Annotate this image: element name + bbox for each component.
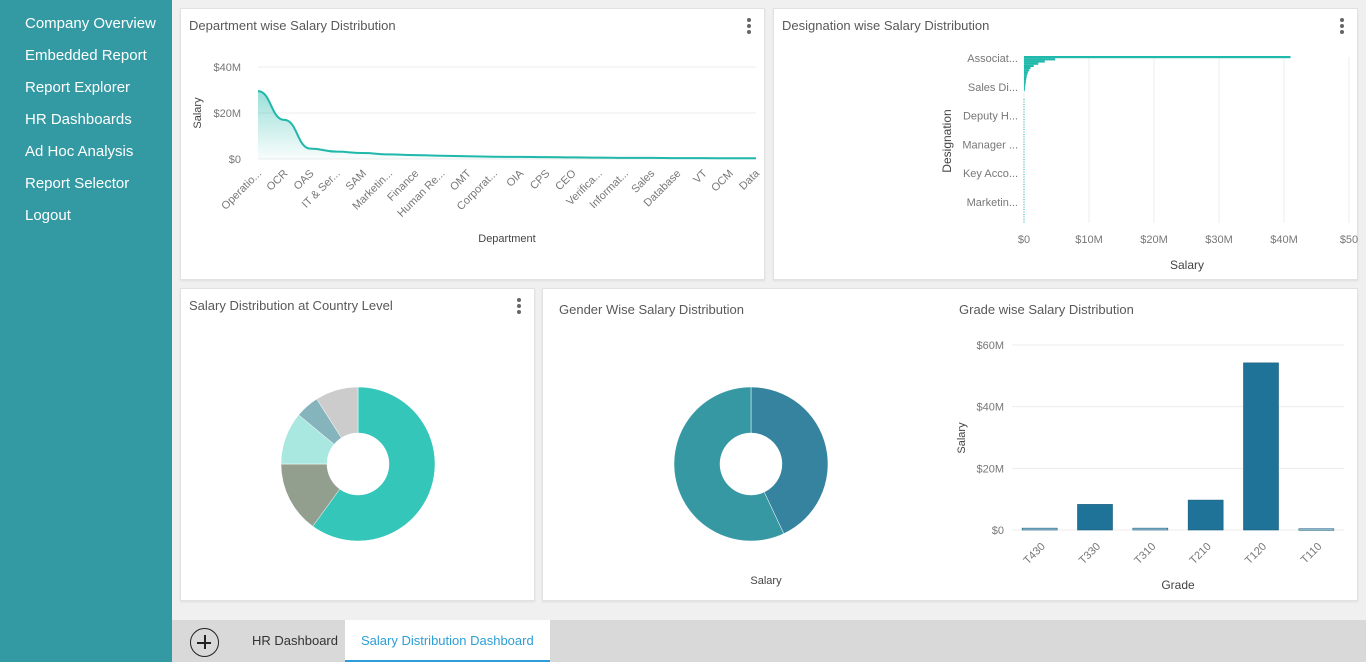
tab-hr-dashboard[interactable]: HR Dashboard <box>252 633 338 648</box>
bar <box>1024 62 1039 65</box>
bar <box>1024 75 1027 78</box>
y-tick-label: Key Acco... <box>963 168 1018 180</box>
sidebar-item-logout[interactable]: Logout <box>25 207 71 224</box>
y-tick-label: $40M <box>213 62 241 74</box>
sidebar-item-hr-dashboards[interactable]: HR Dashboards <box>25 111 132 128</box>
widget-designation-salary: Designation wise Salary Distribution $0 $… <box>773 8 1358 280</box>
bar <box>1024 80 1026 83</box>
x-axis-label: Grade <box>1161 578 1195 592</box>
x-tick-label: OIA <box>504 167 526 189</box>
x-axis-label: Salary <box>750 575 782 587</box>
bar <box>1132 527 1169 531</box>
pie-slice <box>312 386 436 542</box>
x-tick-label: VT <box>691 167 710 186</box>
x-tick-label: $50 <box>1340 234 1358 246</box>
sidebar-nav: Company Overview Embedded Report Report … <box>0 0 172 662</box>
y-axis-label: Salary <box>956 422 968 454</box>
pie-slice <box>673 386 785 542</box>
bar <box>1024 67 1031 70</box>
bar <box>1024 64 1034 67</box>
x-tick-label: OCR <box>265 168 291 194</box>
x-tick-label: OCM <box>709 168 736 195</box>
bar <box>1024 89 1025 92</box>
x-tick-label: Operatio... <box>219 168 264 213</box>
chart-designation-salary: $0 $10M $20M $30M $40M $50 Associat... Sales Di… <box>940 53 1358 272</box>
pie-slice <box>750 386 829 535</box>
x-tick-label: T110 <box>1299 541 1325 567</box>
more-options-icon[interactable] <box>512 297 526 315</box>
widget-title-grade: Grade wise Salary Distribution <box>959 302 1134 317</box>
x-tick-label: Data <box>737 167 763 193</box>
widget-title: Designation wise Salary Distribution <box>782 18 990 33</box>
y-tick-label: $40M <box>976 402 1004 414</box>
x-tick-label: $10M <box>1075 234 1103 246</box>
bar <box>1024 58 1056 61</box>
bar <box>1024 71 1028 74</box>
chart-country-salary <box>280 386 436 542</box>
chart-grade-salary: $0 $20M $40M $60M T430 T330 T310 T210 T120 T110 Gr… <box>956 340 1344 592</box>
bar <box>1024 78 1027 81</box>
widget-title: Department wise Salary Distribution <box>189 18 396 33</box>
series-line <box>257 90 756 160</box>
chart-gender-salary: Salary <box>673 386 829 587</box>
sidebar-item-report-explorer[interactable]: Report Explorer <box>25 79 131 96</box>
y-tick-label: $20M <box>213 108 241 120</box>
dashboard-canvas: Department wise Salary Distribution $0 $2… <box>172 0 1366 620</box>
bar <box>1298 528 1335 531</box>
y-tick-label: Associat... <box>967 53 1018 65</box>
y-tick-label: Deputy H... <box>963 111 1018 123</box>
bar <box>1077 504 1113 531</box>
bar <box>1243 362 1279 531</box>
widget-department-salary: Department wise Salary Distribution $0 $2… <box>180 8 765 280</box>
y-tick-label: $20M <box>976 463 1004 475</box>
widget-title-gender: Gender Wise Salary Distribution <box>559 302 744 317</box>
x-tick-label: $0 <box>1018 234 1030 246</box>
pie-slice <box>316 386 359 439</box>
widget-gender-grade: Gender Wise Salary Distribution Grade wi… <box>542 288 1358 601</box>
bar <box>1024 60 1045 63</box>
bar <box>1024 84 1026 87</box>
x-axis-label: Department <box>478 233 535 245</box>
bar <box>1187 499 1224 531</box>
x-tick-label: T310 <box>1132 541 1158 567</box>
y-tick-label: $0 <box>229 154 241 166</box>
bar <box>1024 73 1028 76</box>
sidebar-item-embedded-report[interactable]: Embedded Report <box>25 47 147 64</box>
x-axis-label: Salary <box>1170 258 1204 272</box>
x-tick-label: T430 <box>1022 541 1048 567</box>
x-tick-label: $30M <box>1205 234 1233 246</box>
dashboard-tab-bar: HR Dashboard Salary Distribution Dashboa… <box>172 620 1366 662</box>
y-axis-label: Salary <box>192 97 204 129</box>
more-options-icon[interactable] <box>742 17 756 35</box>
widget-country-salary: Salary Distribution at Country Level <box>180 288 535 601</box>
y-tick-label: $0 <box>992 525 1004 537</box>
sidebar-item-company-overview[interactable]: Company Overview <box>25 15 156 32</box>
y-tick-label: $60M <box>976 340 1004 352</box>
x-tick-label: T120 <box>1243 541 1269 567</box>
sidebar-item-report-selector[interactable]: Report Selector <box>25 175 130 192</box>
bar <box>1021 527 1058 531</box>
x-tick-label: $40M <box>1270 234 1298 246</box>
more-options-icon[interactable] <box>1335 17 1349 35</box>
y-tick-label: Sales Di... <box>968 82 1018 94</box>
x-tick-label: T210 <box>1188 541 1214 567</box>
bar <box>1024 56 1291 59</box>
sidebar-item-ad-hoc-analysis[interactable]: Ad Hoc Analysis <box>25 143 134 160</box>
add-dashboard-button[interactable] <box>190 628 219 657</box>
area-fill <box>258 91 756 159</box>
bar <box>1024 69 1030 72</box>
bar <box>1024 86 1025 89</box>
tab-salary-distribution-dashboard[interactable]: Salary Distribution Dashboard <box>345 620 550 662</box>
widget-title: Salary Distribution at Country Level <box>189 298 393 313</box>
bar <box>1024 82 1026 85</box>
sidebar-nav-list: Company Overview Embedded Report Report … <box>0 0 172 232</box>
y-tick-label: Manager ... <box>962 139 1018 151</box>
y-tick-label: Marketin... <box>967 197 1018 209</box>
y-axis-label: Designation <box>940 109 954 172</box>
x-tick-label: CPS <box>528 168 552 192</box>
x-tick-label: $20M <box>1140 234 1168 246</box>
x-tick-label: T330 <box>1077 541 1103 567</box>
